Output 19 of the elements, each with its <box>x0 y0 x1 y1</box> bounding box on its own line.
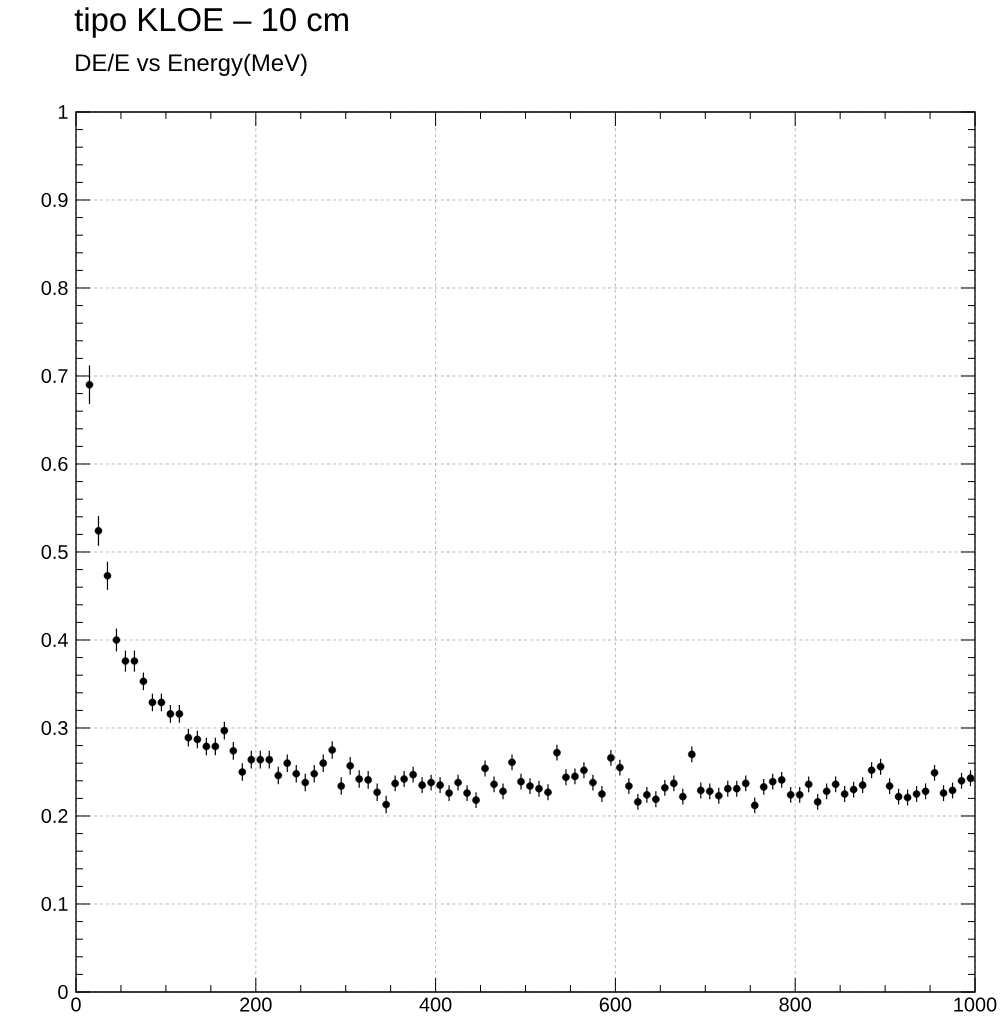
y-tick-label: 1 <box>58 105 68 119</box>
y-tick-label: 0.1 <box>41 896 68 912</box>
x-tick-label: 0 <box>71 997 81 1012</box>
y-tick-label: 0.9 <box>41 192 68 208</box>
x-tick-label: 600 <box>599 997 632 1012</box>
y-tick-label: 0.4 <box>41 632 68 648</box>
y-tick-label: 0.8 <box>41 280 68 296</box>
y-tick-label: 0.6 <box>41 456 68 472</box>
y-tick-label: 0.3 <box>41 720 68 736</box>
y-tick-label: 0.2 <box>41 808 68 824</box>
y-tick-label: 0.7 <box>41 368 68 384</box>
y-tick-label: 0.5 <box>41 544 68 560</box>
x-tick-label: 800 <box>779 997 812 1012</box>
x-tick-label: 400 <box>419 997 452 1012</box>
chart-title: tipo KLOE – 10 cm <box>74 7 348 38</box>
x-tick-label: 1000 <box>954 997 997 1012</box>
y-tick-label: 0 <box>58 984 68 1000</box>
chart-subtitle: DE/E vs Energy(MeV) <box>76 53 307 76</box>
x-tick-label: 200 <box>240 997 272 1012</box>
